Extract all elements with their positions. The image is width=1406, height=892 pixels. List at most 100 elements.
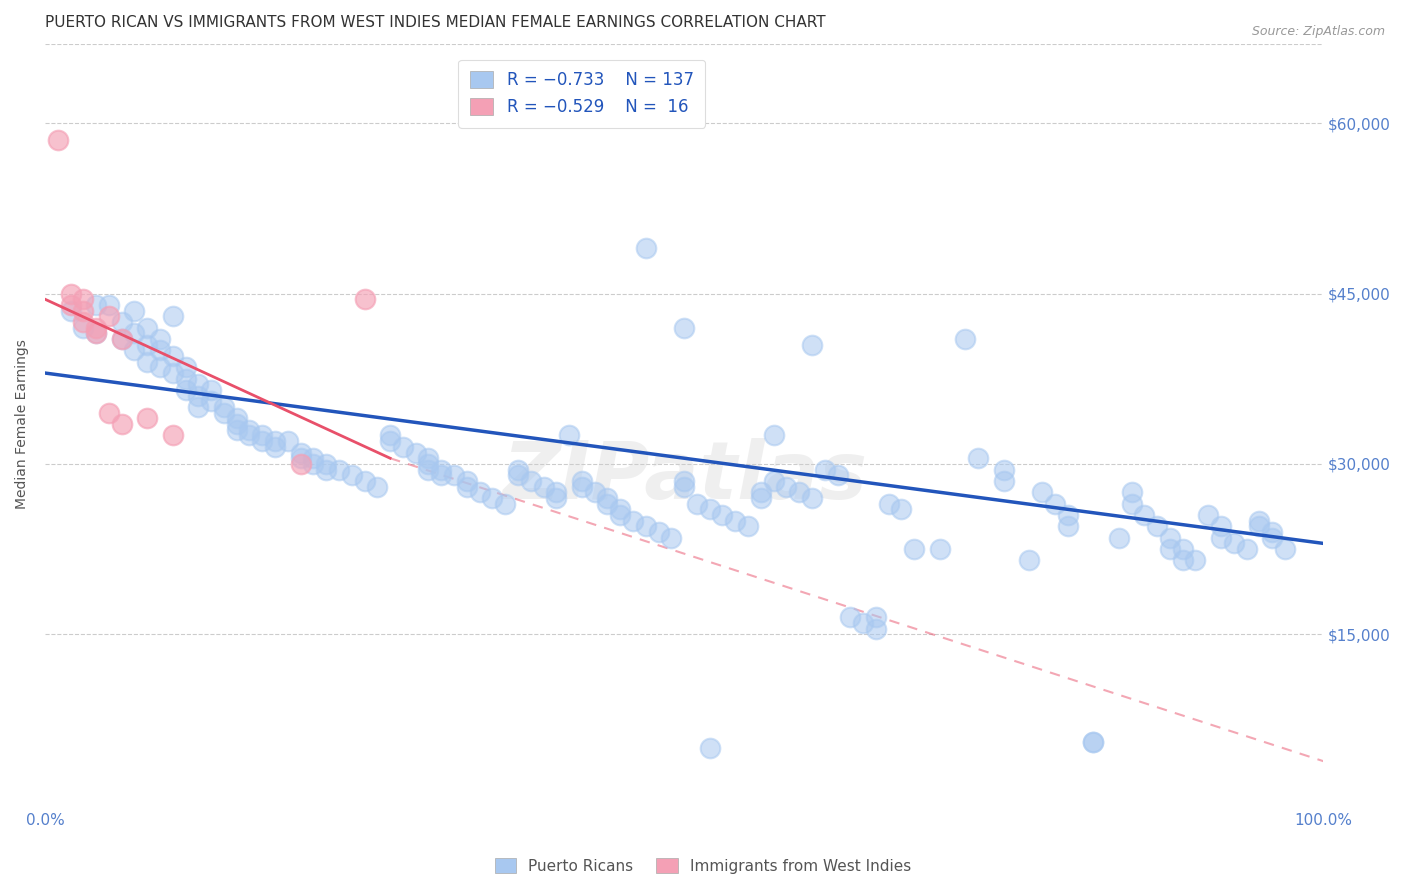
Point xyxy=(378,428,401,442)
Point xyxy=(111,332,134,346)
Point xyxy=(72,320,94,334)
Point xyxy=(225,411,247,425)
Point xyxy=(1133,508,1156,522)
Point xyxy=(1121,485,1143,500)
Point xyxy=(1031,485,1053,500)
Point xyxy=(111,417,134,431)
Point xyxy=(852,615,875,630)
Y-axis label: Median Female Earnings: Median Female Earnings xyxy=(15,339,30,509)
Point xyxy=(72,292,94,306)
Point xyxy=(162,366,184,380)
Point xyxy=(136,354,159,368)
Point xyxy=(1249,519,1271,533)
Point xyxy=(558,428,581,442)
Text: Source: ZipAtlas.com: Source: ZipAtlas.com xyxy=(1251,25,1385,38)
Point xyxy=(392,440,415,454)
Point xyxy=(634,519,657,533)
Text: PUERTO RICAN VS IMMIGRANTS FROM WEST INDIES MEDIAN FEMALE EARNINGS CORRELATION C: PUERTO RICAN VS IMMIGRANTS FROM WEST IND… xyxy=(45,15,825,30)
Point xyxy=(1018,553,1040,567)
Point xyxy=(200,394,222,409)
Point xyxy=(737,519,759,533)
Point xyxy=(302,457,325,471)
Point xyxy=(405,445,427,459)
Point xyxy=(456,474,478,488)
Point xyxy=(290,445,312,459)
Point xyxy=(187,389,209,403)
Text: ZIPatlas: ZIPatlas xyxy=(502,438,866,516)
Point xyxy=(59,298,82,312)
Point xyxy=(800,337,823,351)
Point xyxy=(865,610,887,624)
Point xyxy=(1209,519,1232,533)
Point xyxy=(967,451,990,466)
Point xyxy=(162,310,184,324)
Point xyxy=(711,508,734,522)
Point xyxy=(533,480,555,494)
Point xyxy=(84,320,107,334)
Point xyxy=(59,286,82,301)
Point xyxy=(1146,519,1168,533)
Point xyxy=(1083,735,1105,749)
Point xyxy=(1261,531,1284,545)
Point xyxy=(928,542,950,557)
Point xyxy=(596,491,619,505)
Point xyxy=(174,383,197,397)
Point xyxy=(1121,497,1143,511)
Point xyxy=(903,542,925,557)
Point xyxy=(609,508,631,522)
Point xyxy=(800,491,823,505)
Point xyxy=(136,320,159,334)
Point xyxy=(571,474,593,488)
Point xyxy=(124,303,146,318)
Point xyxy=(1159,531,1181,545)
Point xyxy=(890,502,912,516)
Point xyxy=(264,440,287,454)
Point xyxy=(506,462,529,476)
Point xyxy=(1108,531,1130,545)
Point xyxy=(124,343,146,358)
Point xyxy=(1171,542,1194,557)
Point xyxy=(174,372,197,386)
Point xyxy=(84,326,107,341)
Point xyxy=(149,360,172,375)
Point xyxy=(187,400,209,414)
Point xyxy=(162,349,184,363)
Point xyxy=(596,497,619,511)
Point xyxy=(699,740,721,755)
Point xyxy=(225,417,247,431)
Legend: R = −0.733    N = 137, R = −0.529    N =  16: R = −0.733 N = 137, R = −0.529 N = 16 xyxy=(458,60,706,128)
Point xyxy=(238,428,260,442)
Point xyxy=(673,480,696,494)
Point xyxy=(212,400,235,414)
Point xyxy=(136,337,159,351)
Point xyxy=(762,428,785,442)
Point xyxy=(865,622,887,636)
Point xyxy=(302,451,325,466)
Point xyxy=(111,315,134,329)
Point xyxy=(59,303,82,318)
Point xyxy=(430,462,453,476)
Point xyxy=(686,497,709,511)
Point xyxy=(252,428,274,442)
Point xyxy=(378,434,401,449)
Point xyxy=(1171,553,1194,567)
Point xyxy=(72,315,94,329)
Point xyxy=(212,406,235,420)
Point xyxy=(238,423,260,437)
Point xyxy=(162,428,184,442)
Point xyxy=(353,474,375,488)
Point xyxy=(749,491,772,505)
Point xyxy=(97,298,120,312)
Point xyxy=(546,485,568,500)
Point xyxy=(1261,524,1284,539)
Point xyxy=(877,497,900,511)
Point xyxy=(1197,508,1219,522)
Point xyxy=(315,457,337,471)
Point xyxy=(1274,542,1296,557)
Point xyxy=(430,468,453,483)
Point xyxy=(124,326,146,341)
Point xyxy=(290,451,312,466)
Point xyxy=(72,303,94,318)
Point xyxy=(839,610,862,624)
Point xyxy=(1056,508,1078,522)
